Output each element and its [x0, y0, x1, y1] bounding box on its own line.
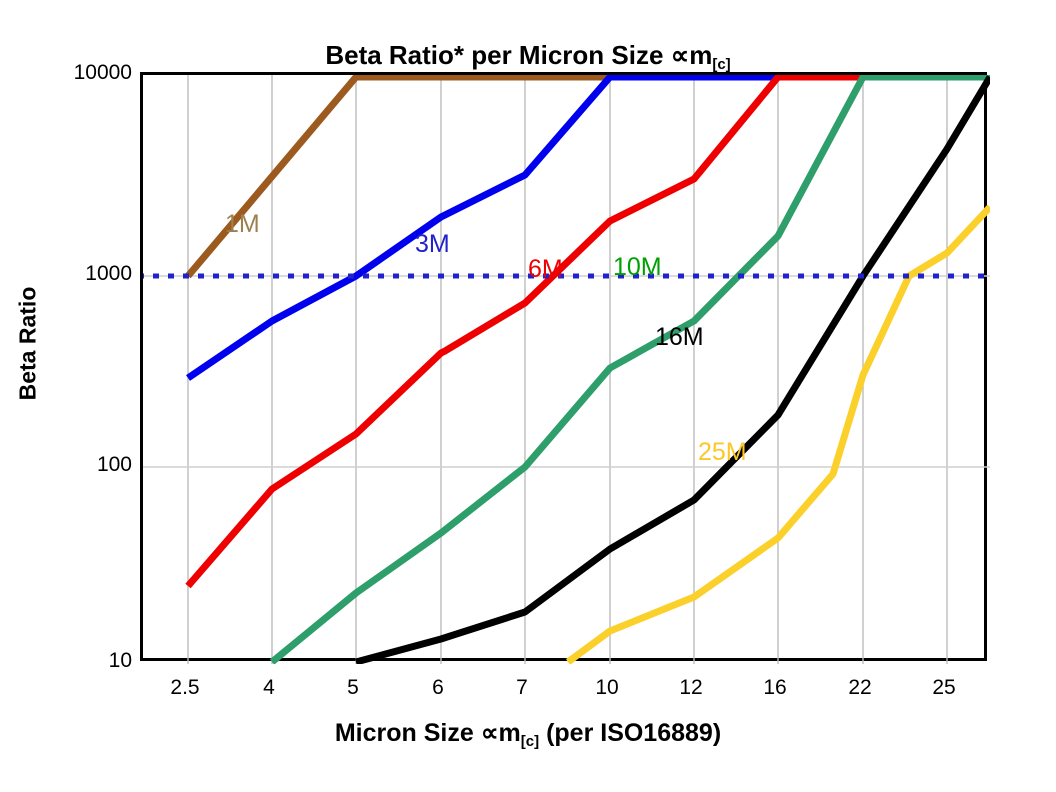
series-lines: [185, 75, 990, 664]
x-axis-title-tail: (per ISO16889): [539, 719, 722, 747]
x-axis-title-main: Micron Size ∝m: [334, 719, 521, 747]
series-label-25m: 25M: [698, 438, 747, 466]
x-tick-5: 5: [347, 676, 359, 699]
series-line-3m: [186, 75, 990, 381]
series-line-10m: [269, 75, 990, 664]
x-tick-6: 6: [432, 676, 444, 699]
chart-title-subscript: [c]: [712, 56, 731, 73]
x-tick-10: 10: [595, 676, 619, 699]
chart-title-main: Beta Ratio* per Micron Size ∝m: [325, 40, 713, 70]
series-line-16m: [355, 75, 990, 664]
series-label-16m: 16M: [655, 323, 704, 351]
x-tick-2-5: 2.5: [170, 676, 200, 699]
x-tick-4: 4: [263, 676, 275, 699]
chart-title: Beta Ratio* per Micron Size ∝m[c]: [0, 40, 1056, 73]
series-label-10m: 10M: [613, 253, 662, 281]
reference-line-1000: [143, 273, 990, 279]
x-tick-7: 7: [516, 676, 528, 699]
y-tick-100: 100: [96, 453, 132, 476]
series-line-25m: [565, 204, 990, 664]
y-tick-10000: 10000: [73, 61, 132, 84]
series-label-6m: 6M: [528, 255, 563, 283]
series-label-3m: 3M: [415, 230, 450, 258]
x-axis-title: Micron Size ∝m[c] (per ISO16889): [0, 718, 1056, 750]
y-tick-1000: 1000: [85, 262, 132, 285]
x-axis-title-subscript: [c]: [520, 733, 540, 750]
y-tick-10: 10: [108, 649, 132, 672]
series-label-1m: 1M: [225, 210, 260, 238]
y-axis-title: Beta Ratio: [14, 286, 41, 401]
plot-area: 1M 3M 6M 10M 16M 25M: [140, 72, 990, 664]
x-tick-16: 16: [763, 676, 787, 699]
x-tick-25: 25: [932, 676, 956, 699]
x-tick-12: 12: [679, 676, 703, 699]
series-line-6m: [185, 75, 990, 589]
x-tick-22: 22: [848, 676, 872, 699]
